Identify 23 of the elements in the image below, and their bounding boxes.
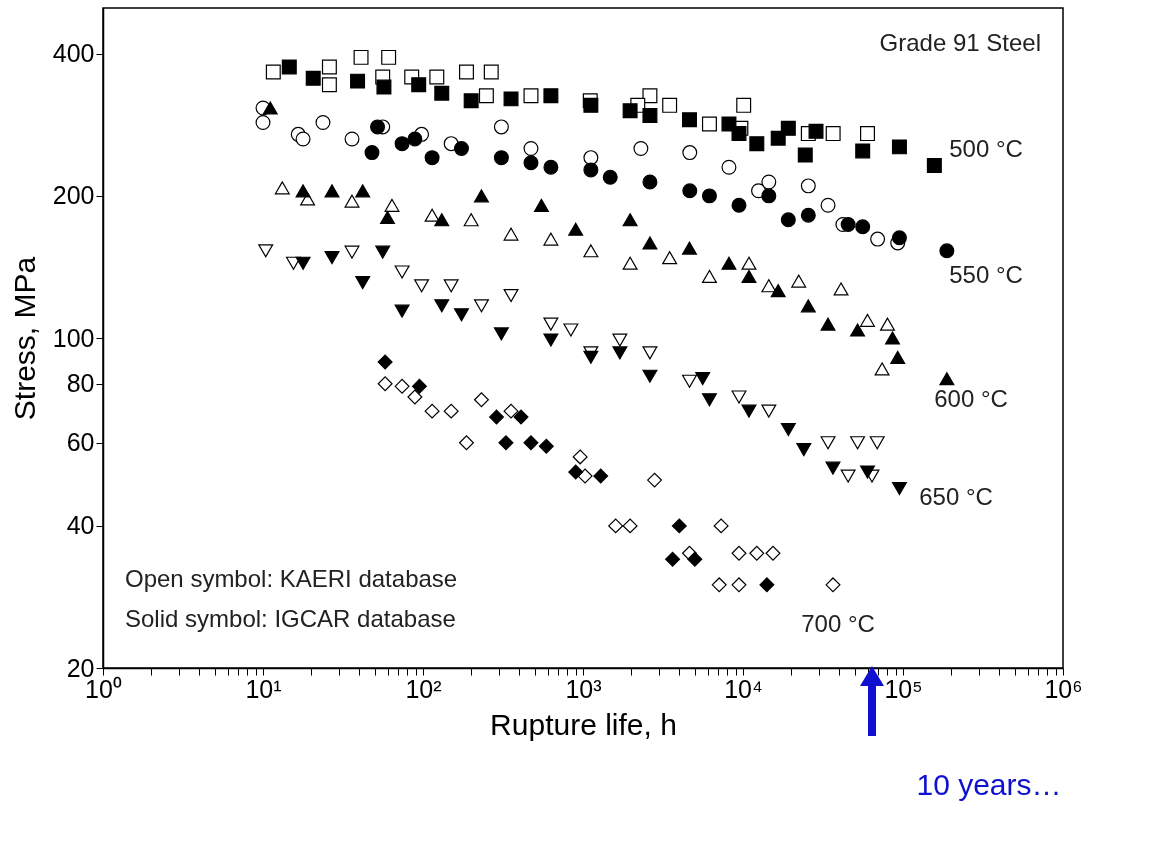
- annotation: 500 °C: [949, 135, 1023, 162]
- annotation: Grade 91 Steel: [879, 29, 1041, 56]
- annotation: 650 °C: [919, 483, 993, 510]
- x-tick-label: 10⁶: [1044, 674, 1083, 703]
- x-tick-label: 10³: [565, 674, 602, 703]
- y-tick-label: 200: [52, 181, 95, 210]
- annotation: 600 °C: [934, 385, 1008, 412]
- x-tick-label: 10²: [405, 674, 442, 703]
- y-tick-label: 80: [66, 369, 95, 398]
- annotation: 700 °C: [801, 610, 875, 637]
- x-tick-label: 10¹: [245, 674, 282, 703]
- y-tick-label: 60: [66, 428, 95, 457]
- y-tick-label: 100: [52, 323, 95, 352]
- y-tick-label: 40: [66, 511, 95, 540]
- annotation: Open symbol: KAERI database: [125, 565, 458, 592]
- y-tick-label: 400: [52, 39, 95, 68]
- x-tick-label: 10⁵: [884, 674, 923, 703]
- y-axis-title: Stress, MPa: [7, 256, 41, 421]
- x-axis-title: Rupture life, h: [490, 707, 677, 741]
- text: 10 years…: [916, 768, 1062, 801]
- annotation: Solid symbol: IGCAR database: [125, 605, 456, 632]
- annotation: 550 °C: [949, 261, 1023, 288]
- x-tick-label: 10⁴: [724, 674, 763, 703]
